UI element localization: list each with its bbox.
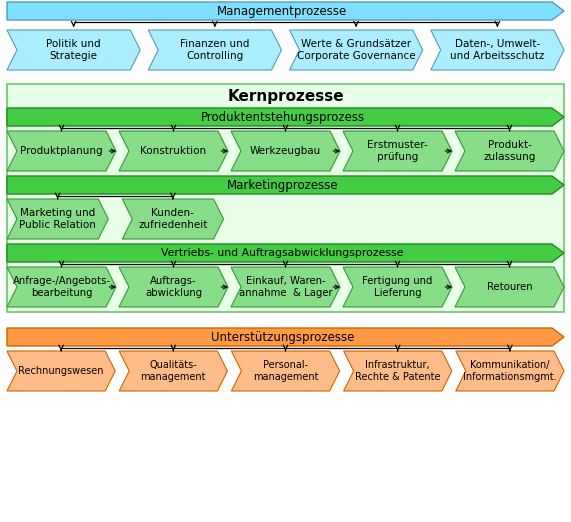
Polygon shape [119,267,228,307]
Text: Vertriebs- und Auftragsabwicklungsprozesse: Vertriebs- und Auftragsabwicklungsprozes… [162,248,404,258]
Polygon shape [455,267,564,307]
Polygon shape [456,351,564,391]
Polygon shape [7,2,564,20]
Polygon shape [119,131,228,171]
Text: Erstmuster-
prüfung: Erstmuster- prüfung [367,140,428,162]
Text: Werkzeugbau: Werkzeugbau [250,146,321,156]
Polygon shape [7,328,564,346]
Text: Marketing und
Public Relation: Marketing und Public Relation [19,208,96,230]
Polygon shape [7,244,564,262]
Text: Marketingprozesse: Marketingprozesse [227,179,338,192]
Text: Infrastruktur,
Rechte & Patente: Infrastruktur, Rechte & Patente [355,360,440,382]
Polygon shape [231,131,340,171]
Text: Werte & Grundsätzer
Corporate Governance: Werte & Grundsätzer Corporate Governance [297,39,416,61]
Text: Kunden-
zufriedenheit: Kunden- zufriedenheit [138,208,208,230]
Polygon shape [431,30,564,70]
Polygon shape [455,131,564,171]
Text: Kernprozesse: Kernprozesse [227,89,344,103]
Text: Managementprozesse: Managementprozesse [218,5,348,18]
Polygon shape [7,199,108,239]
Polygon shape [122,199,223,239]
Text: Anfrage-/Angebots-
bearbeitung: Anfrage-/Angebots- bearbeitung [13,276,111,298]
Polygon shape [343,131,452,171]
Text: Finanzen und
Controlling: Finanzen und Controlling [180,39,250,61]
Text: Einkauf, Waren-
annahme  & Lager: Einkauf, Waren- annahme & Lager [239,276,332,298]
Polygon shape [7,30,140,70]
Polygon shape [7,176,564,194]
Text: Daten-, Umwelt-
und Arbeitsschutz: Daten-, Umwelt- und Arbeitsschutz [450,39,545,61]
Polygon shape [343,267,452,307]
Text: Personal-
management: Personal- management [253,360,318,382]
Polygon shape [7,351,115,391]
Text: Produktentstehungsprozess: Produktentstehungsprozess [200,111,364,124]
Polygon shape [289,30,423,70]
Polygon shape [7,131,116,171]
Text: Rechnungswesen: Rechnungswesen [18,366,104,376]
Text: Unterstützungsprozesse: Unterstützungsprozesse [211,330,354,343]
Text: Politik und
Strategie: Politik und Strategie [46,39,101,61]
Text: Auftrags-
abwicklung: Auftrags- abwicklung [145,276,202,298]
Polygon shape [148,30,282,70]
Polygon shape [344,351,452,391]
Polygon shape [119,351,227,391]
Text: Konstruktion: Konstruktion [140,146,207,156]
Polygon shape [231,267,340,307]
Text: Produkt-
zulassung: Produkt- zulassung [483,140,536,162]
Polygon shape [7,267,116,307]
Polygon shape [7,108,564,126]
Text: Kommunikation/
Informationsmgmt.: Kommunikation/ Informationsmgmt. [463,360,557,382]
Text: Qualitäts-
management: Qualitäts- management [140,360,206,382]
Text: Produktplanung: Produktplanung [20,146,103,156]
Bar [7,84,564,312]
Text: Fertigung und
Lieferung: Fertigung und Lieferung [363,276,433,298]
Polygon shape [231,351,340,391]
Text: Retouren: Retouren [486,282,532,292]
